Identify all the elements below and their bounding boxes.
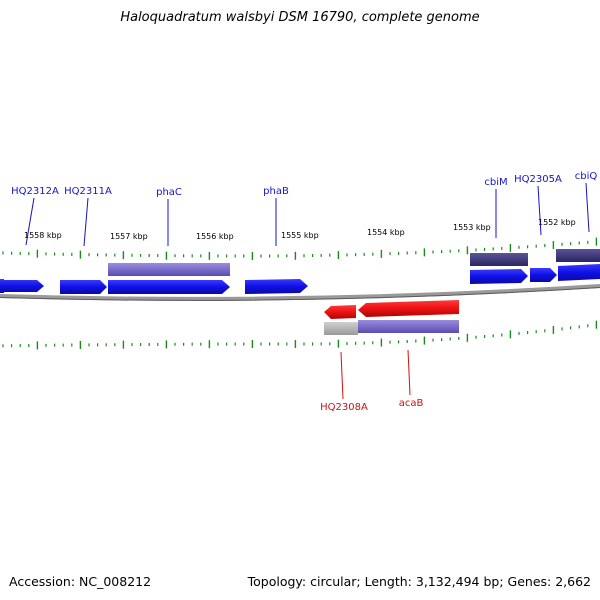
- kbp-label: 1557 kbp: [110, 232, 148, 241]
- forward-gene-arrow[interactable]: [108, 280, 230, 294]
- cds-feature-partial[interactable]: [324, 322, 358, 335]
- gene-label-HQ2308A[interactable]: HQ2308A: [320, 402, 368, 413]
- gene-label-phaC[interactable]: phaC: [156, 187, 182, 198]
- kbp-label: 1555 kbp: [281, 231, 319, 240]
- accession-text: Accession: NC_008212: [9, 574, 152, 589]
- cds-feature[interactable]: [108, 263, 230, 276]
- gene-label-HQ2305A[interactable]: HQ2305A: [514, 174, 562, 185]
- reverse-label-leaders: [340, 349, 411, 400]
- kbp-ruler-labels: 1558 kbp 1557 kbp 1556 kbp 1555 kbp 1554…: [24, 218, 576, 241]
- reverse-gene-track: [324, 300, 459, 319]
- gene-label-phaB[interactable]: phaB: [263, 186, 289, 197]
- kbp-label: 1552 kbp: [538, 218, 576, 227]
- cds-feature[interactable]: [470, 253, 528, 266]
- cds-track-reverse: [324, 320, 459, 335]
- gene-label-cbiQ[interactable]: cbiQ: [575, 171, 598, 182]
- forward-gene-arrow[interactable]: [558, 264, 600, 281]
- map-title: Haloquadratum walsbyi DSM 16790, complet…: [120, 10, 480, 25]
- genome-summary-text: Topology: circular; Length: 3,132,494 bp…: [247, 574, 591, 589]
- gene-label-acaB[interactable]: acaB: [399, 398, 424, 409]
- forward-label-leaders: [25, 182, 590, 247]
- gene-label-HQ2311A[interactable]: HQ2311A: [64, 186, 112, 197]
- gene-label-HQ2312A[interactable]: HQ2312A: [11, 186, 59, 197]
- kbp-label: 1554 kbp: [367, 228, 405, 237]
- forward-gene-arrow[interactable]: [530, 268, 557, 282]
- forward-gene-arrow[interactable]: [470, 269, 528, 284]
- gene-label-cbiM[interactable]: cbiM: [484, 177, 507, 188]
- forward-gene-labels: HQ2312A HQ2311A phaC phaB cbiM HQ2305A c…: [11, 171, 597, 198]
- kbp-label: 1553 kbp: [453, 223, 491, 232]
- upper-tick-track: [2, 237, 598, 260]
- kbp-label: 1558 kbp: [24, 231, 62, 240]
- lower-tick-track: [2, 320, 598, 350]
- cds-feature[interactable]: [556, 249, 600, 262]
- forward-gene-arrow[interactable]: [245, 279, 308, 294]
- cds-feature[interactable]: [358, 320, 459, 333]
- reverse-gene-labels: HQ2308A acaB: [320, 398, 423, 413]
- forward-gene-arrow[interactable]: [0, 279, 44, 293]
- forward-gene-track: [0, 264, 600, 294]
- genome-backbone: [0, 284, 600, 301]
- reverse-gene-arrow[interactable]: [358, 300, 459, 317]
- reverse-gene-arrow[interactable]: [324, 305, 356, 319]
- cds-track-forward: [108, 249, 600, 276]
- forward-gene-arrow[interactable]: [60, 280, 107, 294]
- kbp-label: 1556 kbp: [196, 232, 234, 241]
